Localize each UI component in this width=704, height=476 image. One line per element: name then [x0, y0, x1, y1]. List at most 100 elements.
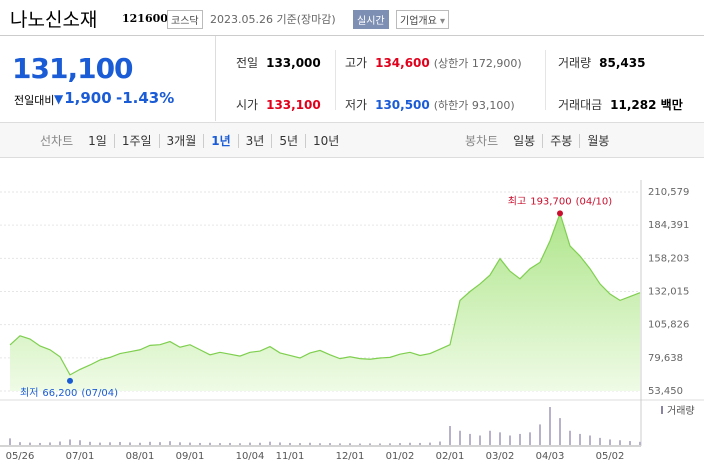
date: 2023.05.26 기준(장마감) — [210, 13, 336, 26]
legend-icon — [661, 406, 663, 414]
volume-bar — [49, 442, 51, 445]
volume-bar — [39, 442, 41, 445]
stat: 거래량 85,435 — [558, 52, 645, 71]
tab[interactable]: 1년 — [203, 134, 238, 148]
volume-bar — [249, 442, 251, 445]
tab[interactable]: 1일 — [88, 134, 107, 148]
tab[interactable]: 5년 — [271, 134, 306, 148]
volume-bar — [549, 407, 551, 445]
divider — [215, 36, 216, 121]
volume-bar — [469, 433, 471, 445]
volume-bar — [449, 426, 451, 445]
annotation-part: (07/04) — [81, 388, 118, 399]
volume-bar — [629, 441, 631, 445]
volume-bar — [439, 441, 441, 445]
volume-bar — [89, 441, 91, 445]
volume-bar — [489, 430, 491, 445]
x-tick-label: 08/01 — [126, 451, 155, 462]
annotation-part: 최고 — [508, 195, 526, 207]
volume-bar — [529, 432, 531, 445]
stat-value: 130,500 — [375, 98, 430, 112]
x-tick-label: 03/02 — [486, 451, 515, 462]
chart: 거래량 53,450 79,638 105,826 132,015 158,203 184… — [0, 180, 704, 462]
stat-label: 전일 — [236, 56, 259, 70]
volume-bar — [79, 440, 81, 445]
volume-bar — [359, 443, 361, 445]
annotation-part: (04/10) — [576, 196, 613, 207]
volume-bar — [309, 442, 311, 445]
volume-bar — [19, 442, 21, 445]
quote-box — [0, 35, 704, 123]
tab[interactable]: 3개월 — [158, 134, 204, 148]
volume-bar — [429, 442, 431, 445]
volume-bar — [219, 443, 221, 445]
stat: 고가 134,600 (상한가 172,900) — [345, 52, 522, 71]
tab[interactable]: 3년 — [237, 134, 272, 148]
volume-bar — [149, 441, 151, 445]
stat: 시가 133,100 — [236, 94, 321, 113]
volume-bar — [589, 435, 591, 445]
candle-tabs: 봉차트 일봉 주봉 월봉 — [465, 132, 617, 149]
volume-bar — [419, 442, 421, 445]
volume-bar — [339, 443, 341, 445]
volume-bar — [179, 442, 181, 445]
stat: 전일 133,000 — [236, 52, 321, 71]
change: 1,900 — [54, 89, 111, 107]
area — [10, 213, 640, 391]
tab[interactable]: 월봉 — [579, 134, 617, 148]
y-tick-label: 105,826 — [648, 320, 689, 331]
volume-bar — [229, 442, 231, 445]
volume-bar — [639, 441, 641, 445]
volume-bar — [499, 432, 501, 445]
stat-value: 11,282 백만 — [610, 98, 683, 112]
volume-bar — [169, 441, 171, 445]
annotation-part: 66,200 — [42, 388, 77, 399]
y-tick-label: 53,450 — [648, 386, 683, 397]
divider — [545, 50, 546, 110]
company-button[interactable]: 기업개요 — [396, 10, 450, 29]
x-tick-label: 04/03 — [536, 451, 565, 462]
x-tick-label: 11/01 — [276, 451, 305, 462]
volume-bar — [559, 418, 561, 445]
volume-bar — [109, 442, 111, 445]
tab[interactable]: 1주일 — [113, 134, 159, 148]
volume-bar — [119, 441, 121, 445]
stock-code: 121600 — [122, 12, 168, 25]
tab[interactable]: 10년 — [305, 134, 347, 148]
tab-bar — [0, 123, 704, 158]
annotation: 최고 193,700 (04/10) — [508, 195, 612, 207]
line-tabs: 선차트 1일 1주일 3개월 1년 3년 5년 10년 — [40, 132, 347, 149]
stat-extra: (하한가 93,100) — [433, 99, 515, 112]
stat: 거래대금 11,282 백만 — [558, 94, 683, 113]
tab[interactable]: 주봉 — [542, 134, 580, 148]
status-badge: 실시간 — [353, 10, 389, 29]
market-badge: 코스닥 — [167, 10, 203, 29]
volume-bar — [289, 442, 291, 445]
y-tick-label: 210,579 — [648, 187, 689, 198]
price: 131,100 — [12, 52, 134, 85]
stat-value: 133,000 — [266, 56, 321, 70]
volume-bar — [579, 433, 581, 445]
stock-name: 나노신소재 — [10, 9, 98, 31]
y-tick-label: 79,638 — [648, 353, 683, 364]
x-tick-label: 09/01 — [176, 451, 205, 462]
change-pct: -1.43% — [116, 89, 175, 107]
volume-bar — [329, 443, 331, 445]
annotation-part: 193,700 — [530, 196, 571, 207]
volume-bar — [209, 442, 211, 445]
stat-extra: (상한가 172,900) — [433, 57, 522, 70]
volume-bar — [159, 442, 161, 445]
volume-bar — [99, 442, 101, 445]
tab[interactable]: 일봉 — [513, 134, 536, 148]
stat-value: 134,600 — [375, 56, 430, 70]
volume-bar — [139, 442, 141, 445]
volume-bar — [409, 442, 411, 445]
volume-bar — [299, 443, 301, 445]
extreme-dot — [67, 377, 73, 384]
volume-bar — [69, 439, 71, 445]
y-tick-label: 158,203 — [648, 253, 689, 264]
x-tick-label: 01/02 — [386, 451, 415, 462]
volume-bar — [619, 440, 621, 445]
x-tick-label: 05/02 — [596, 451, 625, 462]
